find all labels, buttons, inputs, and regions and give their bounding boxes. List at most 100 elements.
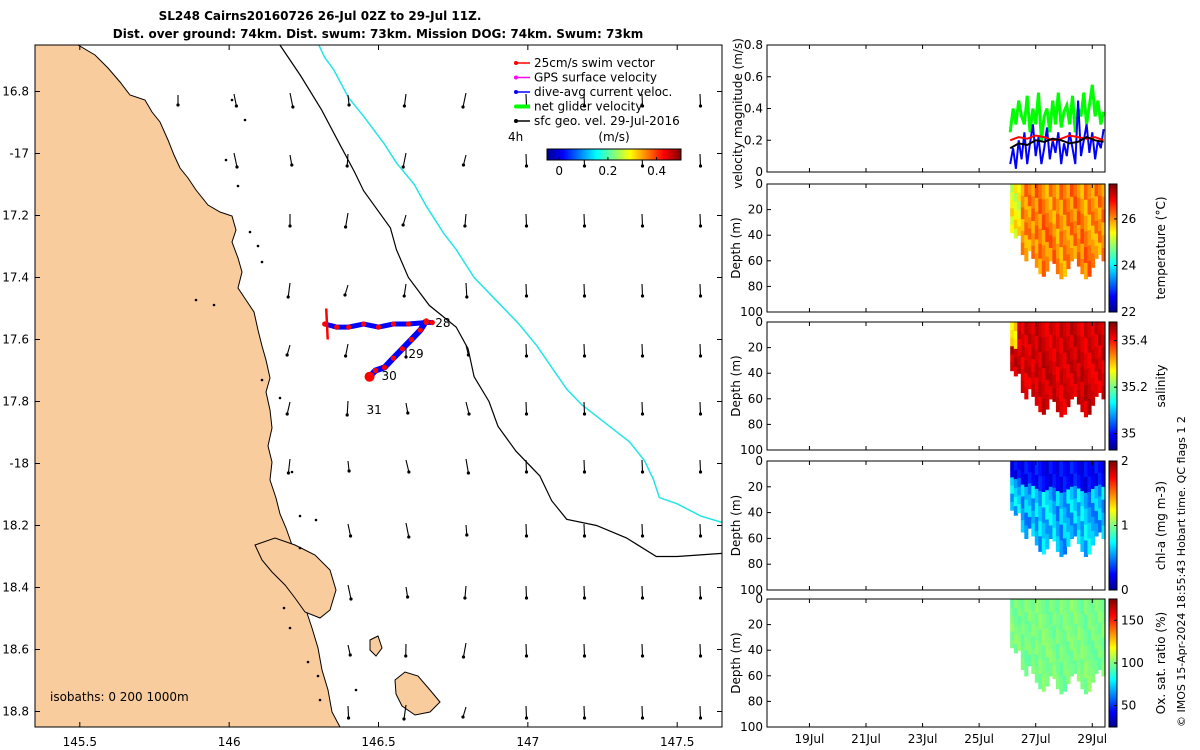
geo-arrowhead-38 bbox=[466, 353, 470, 357]
salinity-cell bbox=[1083, 322, 1088, 339]
chl-a-cell bbox=[1045, 490, 1050, 506]
track-end-marker bbox=[364, 371, 375, 382]
salinity-cell bbox=[1059, 337, 1064, 355]
oxygen-cell bbox=[1027, 621, 1032, 633]
geo-arrow-14 bbox=[462, 154, 467, 166]
geo-arrowhead-85 bbox=[640, 716, 645, 720]
oxygen-cell bbox=[1038, 673, 1043, 690]
temperature-cell bbox=[1020, 219, 1025, 232]
salinity-cell bbox=[1020, 380, 1025, 393]
salinity-cell bbox=[1083, 385, 1088, 402]
temperature-cell bbox=[1098, 207, 1103, 220]
oxygen-cell bbox=[1083, 599, 1088, 616]
geo-arrowhead-69 bbox=[524, 596, 529, 600]
colorbar-tick-label: 0 bbox=[555, 164, 563, 178]
geo-arrowhead-45 bbox=[406, 411, 410, 415]
oxygen-cell bbox=[1017, 616, 1022, 626]
chl-a-cell bbox=[1034, 488, 1039, 504]
geo-arrowhead-24 bbox=[582, 224, 587, 228]
swim-point-1 bbox=[334, 324, 340, 330]
oxygen-panel: 0 20 40 60 80 100 Depth (m) 50 100 150 Ox. sat. ra… bbox=[729, 592, 1168, 734]
salinity-cell bbox=[1062, 368, 1067, 385]
geo-arrowhead-16 bbox=[582, 164, 587, 168]
temperature-cell bbox=[1041, 230, 1046, 247]
oxygen-cell bbox=[1034, 599, 1039, 614]
salinity-cbar-tick-label: 35 bbox=[1121, 427, 1136, 441]
temperature-cell bbox=[1024, 184, 1029, 198]
oxygen-ytick-label: 0 bbox=[755, 592, 763, 606]
geo-arrowhead-71 bbox=[640, 596, 645, 600]
salinity-cell bbox=[1094, 346, 1099, 360]
title-line-1: SL248 Cairns20160726 26-Jul 02Z to 29-Ju… bbox=[159, 9, 482, 23]
oxygen-cell bbox=[1091, 640, 1096, 656]
oxygen-cell bbox=[1034, 654, 1039, 669]
geo-arrow-23 bbox=[525, 213, 528, 227]
salinity-cell bbox=[1069, 347, 1074, 361]
temperature-cell bbox=[1055, 198, 1060, 215]
salinity-cell bbox=[1076, 390, 1081, 405]
chl-a-cell bbox=[1098, 472, 1103, 486]
oxygen-cell bbox=[1017, 599, 1022, 609]
salinity-cell bbox=[1013, 322, 1018, 332]
salinity-cell bbox=[1098, 333, 1103, 346]
chl-a-ytick-label: 40 bbox=[748, 506, 763, 520]
salinity-cell bbox=[1066, 392, 1071, 408]
temperature-cell bbox=[1020, 195, 1025, 208]
geo-arrowhead-17 bbox=[640, 164, 645, 168]
temperature-cell bbox=[1059, 262, 1064, 280]
temperature-cell bbox=[1052, 250, 1057, 264]
oxygen-cell bbox=[1031, 636, 1036, 650]
salinity-cell bbox=[1076, 363, 1081, 378]
temperature-ytick-label: 60 bbox=[748, 254, 763, 268]
temperature-cell bbox=[1101, 196, 1106, 211]
chl-a-cell bbox=[1066, 461, 1071, 476]
oxygen-cell bbox=[1076, 599, 1081, 614]
oxygen-cell bbox=[1027, 643, 1032, 656]
map-ytick-label: 17.2 bbox=[2, 209, 29, 223]
geo-arrowhead-58 bbox=[698, 470, 703, 474]
velocity-ytick-label: 0.2 bbox=[744, 133, 763, 147]
salinity-cell bbox=[1024, 373, 1029, 387]
temperature-cell bbox=[1094, 221, 1099, 235]
chl-a-cell bbox=[1062, 522, 1067, 539]
oxygen-cell bbox=[1069, 599, 1074, 613]
temperature-cell bbox=[1101, 248, 1106, 262]
salinity-cell bbox=[1066, 322, 1071, 337]
geo-arrow-39 bbox=[525, 343, 528, 357]
islet bbox=[369, 635, 383, 657]
oxygen-cell bbox=[1087, 645, 1092, 662]
chl-a-cell bbox=[1073, 498, 1078, 512]
chl-a-cell bbox=[1076, 516, 1081, 531]
geo-arrow-56 bbox=[583, 459, 586, 473]
chl-a-cell bbox=[1091, 502, 1096, 518]
salinity-cell bbox=[1069, 386, 1074, 400]
salinity-cell bbox=[1066, 350, 1071, 365]
geo-arrow-32 bbox=[583, 283, 586, 297]
oxygen-cell bbox=[1038, 613, 1043, 630]
oxygen-cell bbox=[1083, 630, 1088, 647]
chl-a-cell bbox=[1027, 505, 1032, 518]
salinity-cell bbox=[1010, 338, 1015, 347]
temperature-cell bbox=[1031, 245, 1036, 259]
geo-arrowhead-83 bbox=[524, 716, 529, 720]
salinity-cell bbox=[1080, 336, 1085, 353]
salinity-cell bbox=[1031, 371, 1036, 385]
oxygen-cell bbox=[1027, 654, 1032, 667]
temperature-cell bbox=[1041, 245, 1046, 262]
temperature-cell bbox=[1013, 219, 1018, 230]
chl-a-cell bbox=[1045, 504, 1050, 521]
salinity-cell bbox=[1069, 334, 1074, 349]
geo-arrow-42 bbox=[699, 343, 702, 357]
temperature-cell bbox=[1034, 225, 1039, 241]
chl-a-ytick-label: 80 bbox=[748, 557, 763, 571]
geo-arrow-35 bbox=[286, 344, 291, 356]
chl-a-cell bbox=[1062, 492, 1067, 509]
chl-a-cell bbox=[1080, 491, 1085, 507]
oxygen-cell bbox=[1101, 637, 1106, 651]
oxygen-cell bbox=[1020, 634, 1025, 647]
temperature-cell bbox=[1087, 199, 1092, 216]
geo-arrow-77 bbox=[583, 643, 586, 657]
temperature-cell bbox=[1048, 222, 1053, 236]
salinity-cell bbox=[1062, 383, 1067, 400]
oxygen-cell bbox=[1045, 671, 1050, 687]
